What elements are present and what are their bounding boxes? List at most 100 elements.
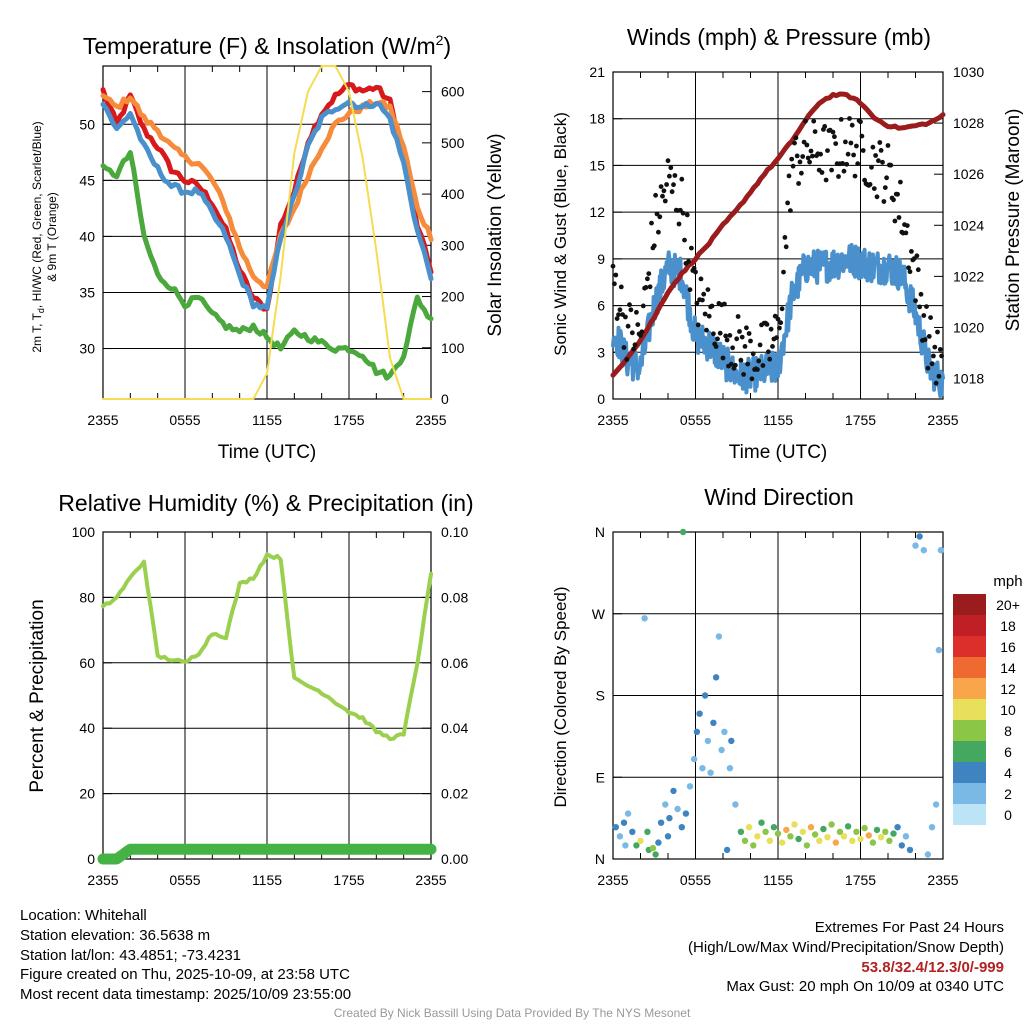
direction-point — [778, 839, 786, 846]
temp-x-tick-label: 1755 — [333, 412, 364, 428]
direction-point — [641, 615, 648, 622]
winds-x-tick-label: 2355 — [927, 412, 958, 428]
gust-point — [917, 304, 922, 310]
dir-y-tick-label: E — [596, 769, 605, 785]
direction-point — [840, 833, 848, 840]
legend-label: 10 — [1000, 702, 1016, 718]
gust-point — [684, 212, 690, 218]
gust-point — [903, 230, 909, 236]
gust-point — [849, 122, 855, 128]
gust-point — [700, 297, 705, 303]
direction-point — [666, 814, 673, 822]
temperature-series — [100, 65, 434, 400]
legend-label: 20+ — [996, 597, 1020, 613]
gust-point — [748, 338, 753, 344]
temperature-ylabel-line2: & 9m T (Orange) — [45, 192, 59, 282]
gust-point — [895, 191, 900, 197]
temp-y2-tick-label: 400 — [441, 186, 465, 202]
gust-point — [705, 287, 711, 292]
winds-xlabel: Time (UTC) — [729, 442, 828, 463]
legend-swatch — [953, 783, 986, 804]
winds-y2-tick-label: 1028 — [953, 115, 984, 131]
temperature-xlabel: Time (UTC) — [218, 442, 317, 463]
gust-point — [822, 124, 828, 129]
direction-point — [704, 737, 712, 745]
temperature-ylabel: 2m T, Td, HI/WC (Red, Green, Scarlet/Blu… — [30, 121, 46, 352]
direction-point — [616, 833, 624, 840]
gust-point — [686, 259, 691, 264]
humidity-title: Relative Humidity (%) & Precipitation (i… — [58, 490, 473, 516]
gust-point — [668, 165, 674, 171]
gust-point — [709, 303, 715, 309]
direction-point — [682, 810, 690, 817]
gust-point — [653, 192, 658, 198]
gust-point — [825, 148, 830, 154]
direction-point — [637, 837, 644, 844]
winds-y-tick-label: 3 — [597, 344, 605, 360]
gust-point — [665, 158, 671, 164]
dir-y-tick-label: S — [596, 688, 605, 704]
legend-swatch — [953, 762, 986, 783]
gust-point — [632, 342, 638, 348]
direction-point — [723, 846, 731, 854]
gust-point — [936, 373, 942, 379]
direction-point — [701, 692, 709, 699]
gust-point — [935, 329, 940, 335]
gust-point — [744, 325, 749, 331]
gust-point — [715, 336, 720, 342]
direction-point — [721, 728, 728, 735]
plot-areas: 2355 0555 1155 1755 235530354045500100200300… — [72, 64, 985, 888]
gust-point — [631, 346, 636, 352]
rh-y2-tick-label: 0.08 — [441, 589, 468, 605]
direction-point — [699, 765, 706, 772]
gust-point — [647, 284, 653, 290]
gust-point — [617, 307, 623, 313]
legend-swatch — [953, 699, 986, 720]
direction-point — [844, 823, 852, 830]
legend-label: 12 — [1000, 681, 1016, 697]
gust-point — [702, 311, 708, 317]
gust-point — [852, 173, 858, 179]
gust-point — [720, 355, 726, 361]
winds-y2-tick-label: 1022 — [953, 268, 984, 284]
gust-point — [939, 353, 944, 359]
gust-point — [860, 148, 866, 153]
dir-y-tick-label: N — [595, 524, 605, 540]
gust-point — [730, 345, 735, 351]
gust-point — [859, 133, 865, 139]
direction-point — [937, 547, 945, 554]
gust-point — [639, 329, 645, 335]
gust-point — [874, 194, 880, 200]
rh-y2-tick-label: 0.02 — [441, 786, 468, 802]
gust-point — [884, 175, 889, 181]
gust-point — [906, 265, 911, 271]
winds-panel: Winds (mph) & Pressure (mb) Sonic Wind &… — [551, 24, 1024, 463]
rh-y-tick-label: 80 — [79, 589, 95, 605]
legend-swatch — [953, 741, 986, 762]
gust-point — [676, 221, 682, 227]
legend-label: 6 — [1004, 744, 1012, 760]
gust-point — [741, 372, 746, 377]
temp-y-tick-label: 50 — [79, 116, 95, 132]
legend-swatch — [953, 636, 986, 657]
direction-point — [732, 801, 739, 808]
direction-point — [803, 842, 811, 849]
direction-point — [652, 851, 659, 858]
gust-point — [623, 314, 628, 320]
gust-point — [909, 249, 914, 254]
series-relative-humidity — [101, 552, 433, 742]
max-gust: Max Gust: 20 mph On 10/09 at 0340 UTC — [726, 978, 1004, 996]
gust-point — [618, 284, 624, 290]
gust-point — [807, 159, 812, 165]
direction-point — [728, 737, 735, 745]
rh-y2-tick-label: 0.10 — [441, 524, 468, 540]
gust-point — [713, 344, 719, 349]
gust-point — [907, 269, 913, 275]
direction-point — [754, 833, 761, 840]
direction-point — [758, 819, 765, 826]
gust-point — [793, 135, 799, 141]
series-sonic-wind — [611, 243, 945, 399]
rh-axes: 2355 0555 1155 1755 2355 0 20 40 60 80 100 0.00 0.02… — [72, 524, 469, 888]
winds-title: Winds (mph) & Pressure (mb) — [627, 24, 931, 50]
